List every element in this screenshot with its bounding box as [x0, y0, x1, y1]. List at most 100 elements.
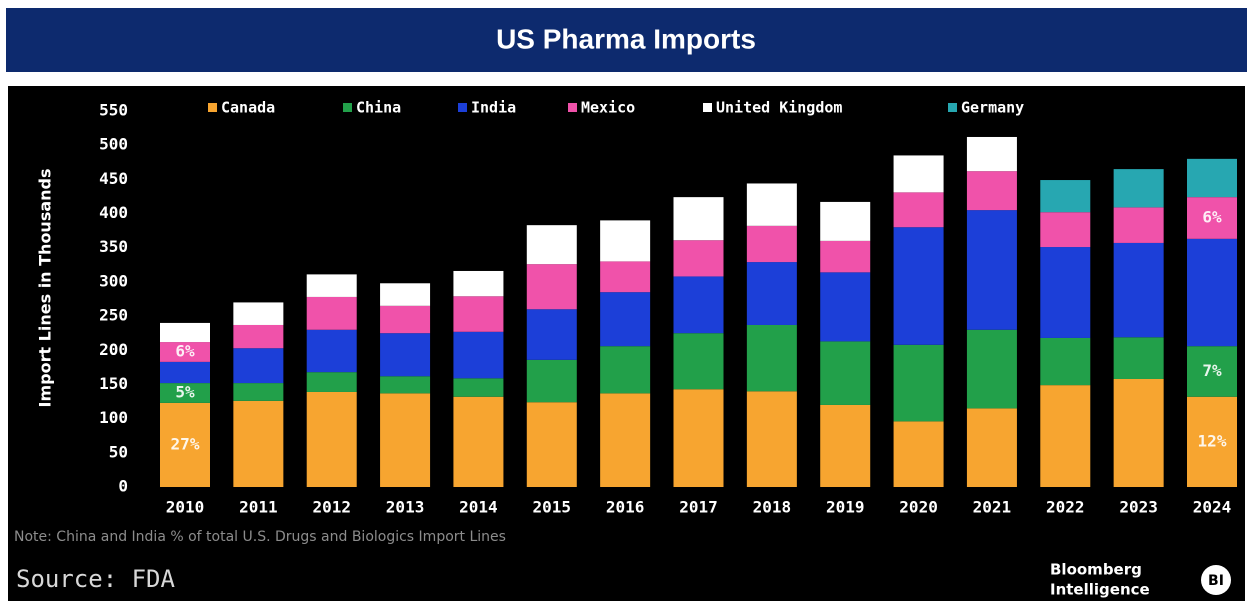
- bar-segment: [600, 292, 651, 347]
- brand-logo: [1201, 565, 1231, 595]
- bar-segment: [1113, 207, 1164, 243]
- bar-segment: [1040, 212, 1091, 248]
- bar-segment: [966, 408, 1017, 487]
- bar-segment: [160, 402, 210, 487]
- legend-swatch: [948, 103, 957, 112]
- bar-segment: [380, 305, 431, 334]
- bar-segment: [746, 225, 797, 263]
- y-tick-label: 350: [99, 237, 128, 256]
- bar-segment: [1187, 346, 1237, 397]
- bar-segment: [453, 396, 504, 487]
- bar-segment: [820, 404, 871, 487]
- bar-segment: [600, 393, 651, 487]
- y-tick-label: 300: [99, 271, 128, 290]
- annotation: 6%: [1202, 207, 1222, 226]
- bar-segment: [306, 391, 357, 487]
- bar-segment: [966, 136, 1017, 172]
- x-tick-label: 2021: [973, 498, 1012, 517]
- bar-segment: [160, 361, 210, 384]
- bar-segment: [160, 322, 210, 343]
- bar-segment: [380, 376, 431, 394]
- bar-segment: [1187, 238, 1237, 347]
- bar-segment: [526, 309, 577, 360]
- bar-segment: [820, 272, 871, 342]
- bar-segment: [1113, 337, 1164, 379]
- bar-segment: [526, 402, 577, 487]
- bar-segment: [306, 372, 357, 392]
- brand-line: Intelligence: [1050, 581, 1150, 599]
- bar-segment: [820, 240, 871, 273]
- legend-label: United Kingdom: [716, 99, 842, 117]
- bar-segment: [820, 341, 871, 405]
- bar-segment: [160, 383, 210, 403]
- bar-segment: [966, 329, 1017, 409]
- legend-swatch: [343, 103, 352, 112]
- y-tick-label: 200: [99, 340, 128, 359]
- y-tick-label: 150: [99, 374, 128, 393]
- y-tick-label: 450: [99, 169, 128, 188]
- bar-segment: [673, 389, 724, 487]
- legend-label: Germany: [961, 99, 1024, 117]
- annotation: 27%: [171, 434, 200, 453]
- bar-segment: [306, 329, 357, 373]
- bar-segment: [966, 171, 1017, 211]
- bar-segment: [893, 155, 944, 193]
- annotation: 5%: [175, 383, 195, 402]
- bar-segment: [673, 333, 724, 390]
- bar-segment: [746, 183, 797, 226]
- legend-label: Canada: [221, 99, 275, 117]
- bar-segment: [1040, 385, 1091, 487]
- bar-segment: [380, 393, 431, 487]
- y-tick-label: 100: [99, 408, 128, 427]
- legend-swatch: [703, 103, 712, 112]
- bar-segment: [1040, 247, 1091, 338]
- bar-segment: [380, 283, 431, 306]
- bar-segment: [453, 331, 504, 379]
- bar-segment: [746, 262, 797, 325]
- x-tick-label: 2019: [826, 498, 865, 517]
- bar-segment: [1187, 396, 1237, 487]
- chart-title: US Pharma Imports: [496, 23, 756, 54]
- bar-segment: [526, 225, 577, 265]
- bar-segment: [1113, 169, 1164, 208]
- x-tick-label: 2017: [679, 498, 718, 517]
- bar-segment: [1187, 158, 1237, 198]
- x-tick-label: 2010: [166, 498, 205, 517]
- legend-label: China: [356, 99, 401, 117]
- bar-segment: [233, 400, 284, 487]
- bar-segment: [820, 201, 871, 241]
- bar-segment: [893, 227, 944, 345]
- legend-label: Mexico: [581, 99, 635, 117]
- annotation: 12%: [1198, 431, 1227, 450]
- bar-segment: [966, 210, 1017, 330]
- bar-segment: [893, 192, 944, 228]
- legend-swatch: [208, 103, 217, 112]
- bar-segment: [673, 197, 724, 241]
- bar-segment: [600, 220, 651, 262]
- bar-segment: [1187, 197, 1237, 239]
- header-bar: [6, 8, 1247, 72]
- bar-segment: [306, 274, 357, 297]
- bar-segment: [233, 302, 284, 325]
- brand-logo-text: BI: [1208, 573, 1224, 589]
- bar-segment: [1113, 242, 1164, 338]
- y-tick-label: 400: [99, 203, 128, 222]
- bar-segment: [1040, 180, 1091, 213]
- x-tick-label: 2015: [533, 498, 572, 517]
- x-tick-label: 2012: [312, 498, 351, 517]
- bar-segment: [673, 276, 724, 334]
- y-axis-label: Import Lines in Thousands: [36, 168, 55, 407]
- legend-swatch: [568, 103, 577, 112]
- annotation: 7%: [1202, 361, 1222, 380]
- bar-segment: [673, 240, 724, 277]
- bar-segment: [233, 324, 284, 349]
- bar-segment: [453, 378, 504, 397]
- x-tick-label: 2013: [386, 498, 425, 517]
- bar-segment: [600, 346, 651, 394]
- bar-segment: [1040, 337, 1091, 386]
- bar-segment: [233, 348, 284, 384]
- brand-line: Bloomberg: [1050, 561, 1142, 579]
- bar-segment: [380, 333, 431, 377]
